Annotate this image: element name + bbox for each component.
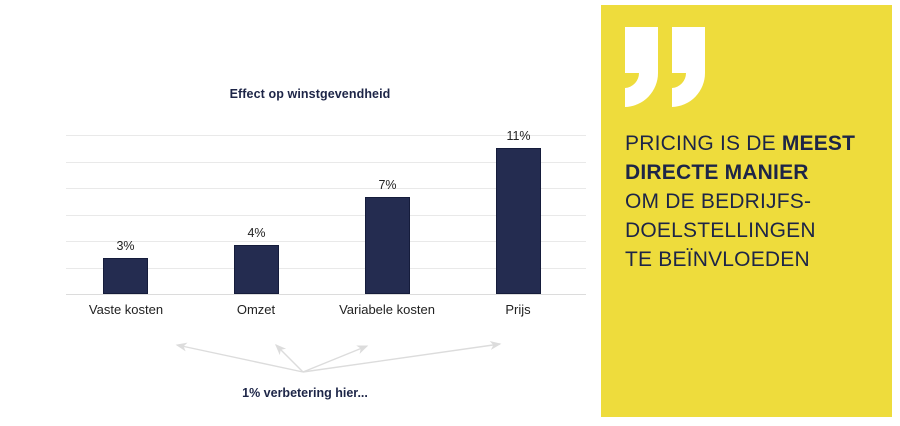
arrow-to-vaste-kosten <box>175 342 304 373</box>
quote-panel: PRICING IS DE MEEST DIRECTE MANIER OM DE… <box>601 5 892 417</box>
gridline-2 <box>66 267 586 269</box>
chart-title: Effect op winstgevendheid <box>229 87 391 101</box>
gridline-4 <box>66 241 586 242</box>
quote-line-4: DOELSTELLINGEN <box>625 219 816 242</box>
xlabel-variabele-kosten: Variabele kosten <box>339 302 435 317</box>
quote-line-1-bold: MEEST <box>781 132 856 155</box>
gridline-6 <box>66 214 586 216</box>
bar-prijs[interactable] <box>496 148 541 294</box>
chart-caption: 1% verbetering hier... <box>242 386 368 400</box>
arrow-to-prijs <box>302 340 502 373</box>
arrow-to-omzet <box>275 344 304 373</box>
bar-variabele-kosten[interactable] <box>365 197 410 294</box>
chart-plot-area: 0% 2% 4% 6% 8% 10% 12% 3% 4% 7% 11% <box>66 129 586 295</box>
xlabel-omzet: Omzet <box>236 302 276 317</box>
quote-text: PRICING IS DE MEEST DIRECTE MANIER OM DE… <box>625 129 887 274</box>
quote-line-1: PRICING IS DE MEEST <box>625 129 887 158</box>
quote-line-5: TE BEÏNVLOEDEN <box>625 248 810 271</box>
arrow-to-variabele-kosten <box>302 345 369 373</box>
quote-line-2: DIRECTE MANIER <box>625 161 809 184</box>
quote-mark-icon <box>625 27 705 107</box>
gridline-8 <box>66 188 586 189</box>
gridline-10 <box>66 161 586 163</box>
bar-value-vaste-kosten: 3% <box>116 239 135 253</box>
xlabel-vaste-kosten: Vaste kosten <box>88 302 164 317</box>
xlabel-prijs: Prijs <box>505 302 531 317</box>
axis-baseline <box>66 294 586 295</box>
bar-value-prijs: 11% <box>506 129 531 143</box>
chart-panel: Effect op winstgevendheid 0% 2% 4% 6% 8%… <box>66 87 586 400</box>
gridline-12 <box>66 135 586 136</box>
bar-omzet[interactable] <box>234 245 279 294</box>
bar-value-variabele-kosten: 7% <box>378 178 397 192</box>
bar-value-omzet: 4% <box>247 226 266 240</box>
bar-vaste-kosten[interactable] <box>103 258 148 294</box>
quote-line-1-plain: PRICING IS DE <box>625 132 782 155</box>
quote-line-3: OM DE BEDRIJFS- <box>625 190 812 213</box>
